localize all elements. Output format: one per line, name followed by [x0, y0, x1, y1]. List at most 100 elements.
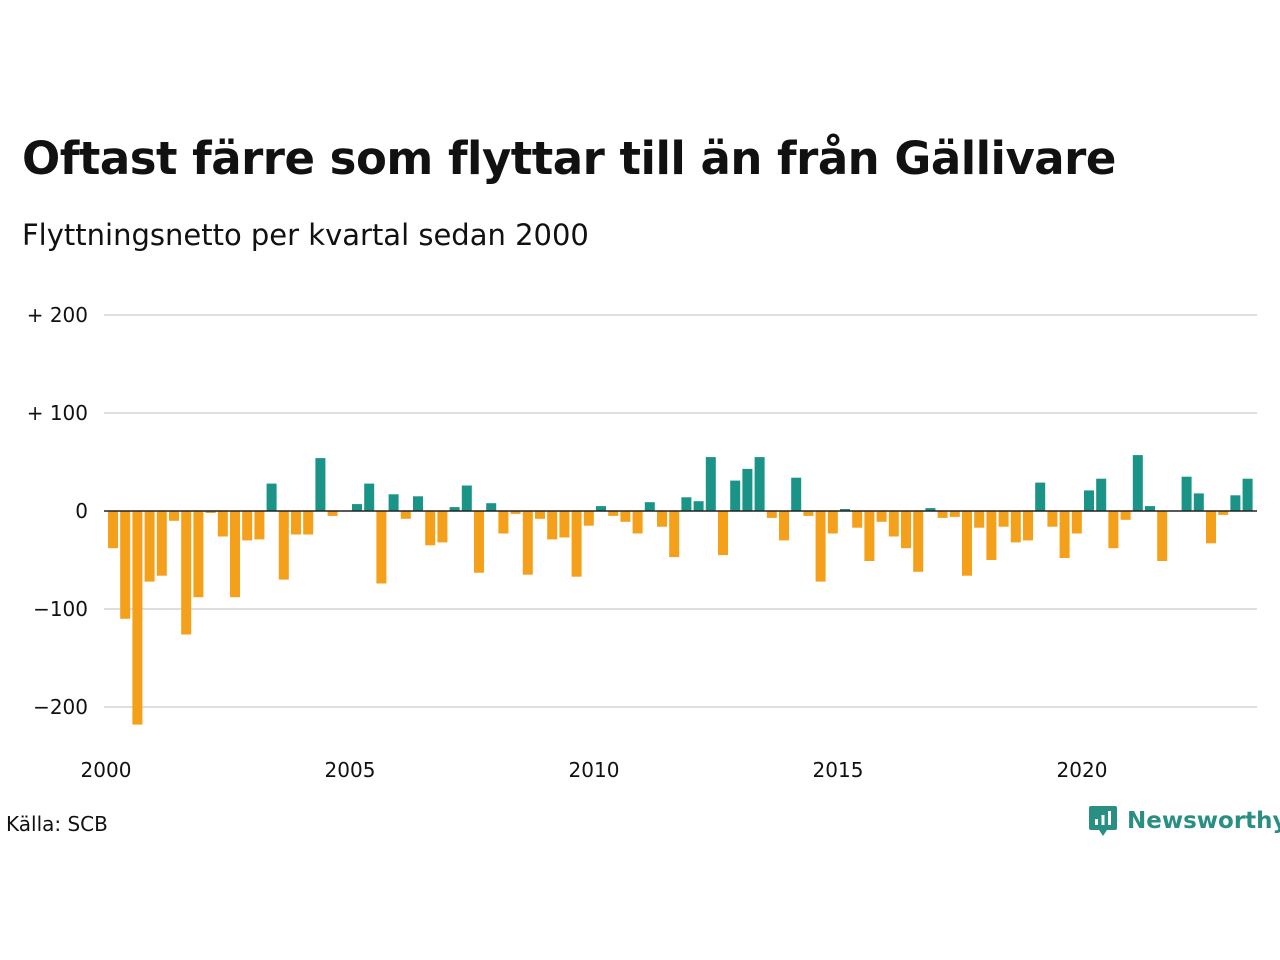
- brand-name: Newsworthy: [1127, 808, 1280, 834]
- bar: [205, 511, 216, 513]
- bar: [583, 511, 594, 526]
- bar: [486, 503, 497, 511]
- bar: [449, 507, 460, 511]
- bar: [1206, 511, 1216, 544]
- bar: [1145, 506, 1155, 511]
- bar: [193, 511, 204, 598]
- bar: [730, 480, 741, 511]
- bar: [108, 511, 118, 549]
- bar: [474, 511, 484, 573]
- x-tick-label: 2020: [1057, 758, 1108, 782]
- bar: [217, 511, 228, 537]
- bar: [1230, 495, 1241, 511]
- bars: [108, 455, 1253, 725]
- bar: [230, 511, 240, 598]
- bar: [315, 458, 326, 511]
- x-tick-label: 2015: [813, 758, 864, 782]
- bar: [815, 511, 826, 582]
- bar: [657, 511, 667, 527]
- grid-lines: [104, 314, 1257, 708]
- newsworthy-logo-icon: [1089, 806, 1117, 836]
- bar: [803, 511, 814, 516]
- y-tick-label: + 200: [27, 303, 88, 327]
- bar: [949, 511, 960, 517]
- bar: [559, 511, 570, 538]
- bar: [1108, 511, 1119, 549]
- bar: [888, 511, 899, 537]
- bar: [840, 509, 850, 511]
- bar: [596, 506, 606, 511]
- bar: [1047, 511, 1058, 527]
- bar: [1132, 455, 1143, 511]
- bar: [510, 511, 521, 514]
- bar: [827, 511, 838, 534]
- bar: [852, 511, 863, 528]
- bar: [620, 511, 631, 522]
- bar: [779, 511, 789, 541]
- bar: [291, 511, 301, 535]
- bar: [1242, 478, 1253, 511]
- bar: [1120, 511, 1131, 520]
- chart-subtitle: Flyttningsnetto per kvartal sedan 2000: [22, 218, 589, 252]
- bar: [1096, 478, 1107, 511]
- y-tick-label: + 100: [27, 401, 88, 425]
- bar: [1193, 493, 1204, 511]
- bar: [1035, 482, 1046, 511]
- bar: [913, 511, 924, 572]
- bar: [327, 511, 338, 516]
- bar: [278, 511, 289, 580]
- bar: [376, 511, 387, 584]
- x-tick-label: 2010: [569, 758, 620, 782]
- bar: [388, 494, 399, 511]
- axes: + 200 + 100 0 −100 −200 2000 2005 2010 2015 2020: [27, 303, 1257, 782]
- bar: [144, 511, 155, 582]
- bar: [986, 511, 997, 560]
- bar: [303, 511, 314, 535]
- bar: [754, 457, 765, 511]
- bar: [974, 511, 985, 528]
- bar: [693, 501, 704, 511]
- bar: [998, 511, 1009, 527]
- bar: [181, 511, 192, 635]
- bar: [1084, 490, 1094, 511]
- bar: [864, 511, 875, 561]
- net-migration-bar-chart: + 200 + 100 0 −100 −200 2000 2005 2010 2015 2020: [27, 303, 1257, 782]
- bar: [1181, 476, 1192, 511]
- bar: [718, 511, 728, 556]
- chart-title: Oftast färre som flyttar till än från Gä…: [22, 132, 1116, 185]
- bar: [1010, 511, 1021, 543]
- bar: [1071, 511, 1082, 534]
- bar: [254, 511, 265, 540]
- bar: [876, 511, 887, 522]
- bar: [901, 511, 911, 549]
- bar: [364, 483, 375, 511]
- bar: [132, 511, 143, 725]
- x-tick-label: 2005: [325, 758, 376, 782]
- bar: [266, 483, 277, 511]
- bar: [120, 511, 131, 619]
- bar: [535, 511, 545, 519]
- bar: [400, 511, 411, 519]
- bar: [413, 496, 423, 511]
- bar: [156, 511, 167, 576]
- bar: [1157, 511, 1168, 561]
- bar: [925, 508, 936, 511]
- bar: [742, 468, 753, 511]
- bar: [1023, 511, 1033, 541]
- bar: [547, 511, 558, 540]
- bar: [1059, 511, 1070, 558]
- bar: [242, 511, 253, 541]
- bar: [962, 511, 972, 576]
- bar: [437, 511, 448, 543]
- bar: [644, 502, 655, 511]
- bar: [425, 511, 436, 546]
- bar: [169, 511, 179, 521]
- bar: [352, 504, 362, 511]
- bar: [937, 511, 948, 518]
- bar: [632, 511, 643, 534]
- bar: [791, 477, 802, 511]
- x-tick-label: 2000: [81, 758, 132, 782]
- bar: [571, 511, 582, 577]
- y-tick-label: 0: [75, 499, 88, 523]
- source-note: Källa: SCB: [6, 812, 108, 836]
